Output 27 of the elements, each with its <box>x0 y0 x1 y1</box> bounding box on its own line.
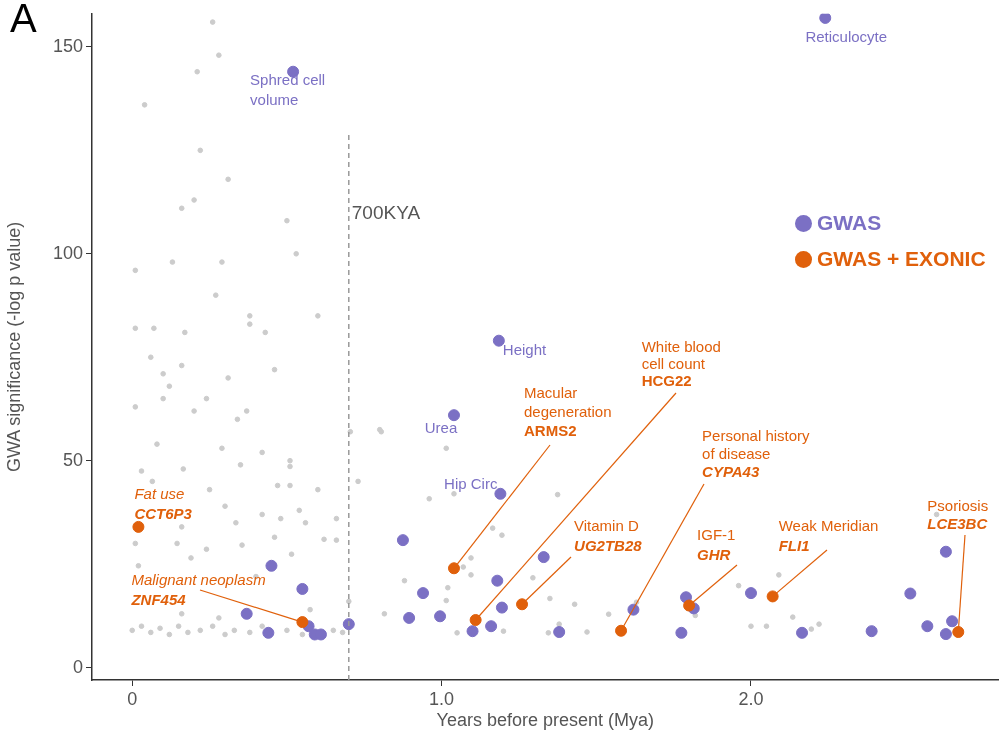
annotation: Hip Circ <box>444 474 498 492</box>
annotation: Malignant neoplasm ZNF454 <box>130 571 266 609</box>
y-tick-label: 50 <box>62 449 83 470</box>
y-tick-label: 150 <box>52 35 83 56</box>
text: A <box>10 0 37 40</box>
legend-label: GWAS + EXONIC <box>817 246 986 272</box>
annotation: Macular degeneration ARMS2 <box>523 384 612 440</box>
legend-label: GWAS <box>817 210 882 236</box>
x-tick-label: 0 <box>127 688 138 709</box>
annotation: Personal history of disease CYPA43 <box>702 426 811 480</box>
x-tick-label: 1.0 <box>429 688 455 709</box>
y-tick-label: 100 <box>52 242 83 263</box>
annotation: IGF-1 GHR <box>697 525 736 563</box>
annotation: Psoriosis LCE3BC <box>927 497 989 532</box>
annotation: White blood cell count HCG22 <box>641 338 721 389</box>
annotation: Height <box>502 340 548 358</box>
x-axis-title: Years before present (Mya) <box>436 710 654 731</box>
ref-line-label: 700KYA <box>351 202 421 223</box>
annotation: Fat use CCT6P3 <box>134 484 193 522</box>
annotation: Weak Meridian FLI1 <box>778 517 879 555</box>
y-axis-title: GWA significance (-log p value) <box>3 221 24 473</box>
annotation: Reticulocyte <box>805 27 888 45</box>
x-tick-label: 2.0 <box>738 688 764 709</box>
annotation: Sphred cell volume <box>250 70 326 108</box>
annotation: Vitamin D UG2TB28 <box>574 517 643 555</box>
y-tick-label: 0 <box>72 656 83 677</box>
annotation: Urea <box>424 419 458 437</box>
